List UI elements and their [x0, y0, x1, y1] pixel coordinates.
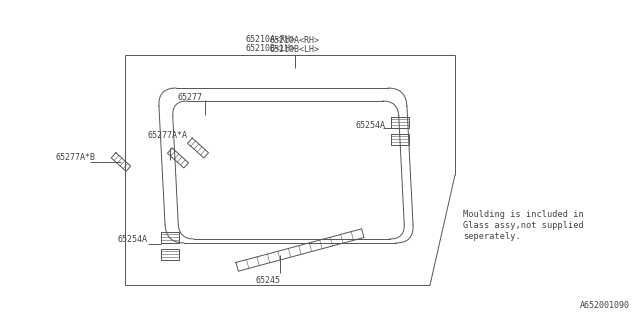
Text: Glass assy,not supplied: Glass assy,not supplied — [463, 221, 584, 230]
Text: 65210A<RH>: 65210A<RH> — [270, 36, 320, 45]
Text: 65210B<LH>: 65210B<LH> — [245, 44, 295, 53]
Text: 65277: 65277 — [178, 93, 203, 102]
Text: A652001090: A652001090 — [580, 301, 630, 310]
Text: 65254A: 65254A — [355, 121, 385, 130]
Text: 65210B<LH>: 65210B<LH> — [270, 45, 320, 54]
Text: 65277A*B: 65277A*B — [55, 153, 95, 162]
Text: 65210A<RH>: 65210A<RH> — [245, 35, 295, 44]
Text: Moulding is included in: Moulding is included in — [463, 210, 584, 219]
Text: seperately.: seperately. — [463, 232, 521, 241]
Text: 65277A*A: 65277A*A — [148, 131, 188, 140]
Text: 65254A: 65254A — [118, 235, 148, 244]
Text: 65245: 65245 — [255, 276, 280, 285]
